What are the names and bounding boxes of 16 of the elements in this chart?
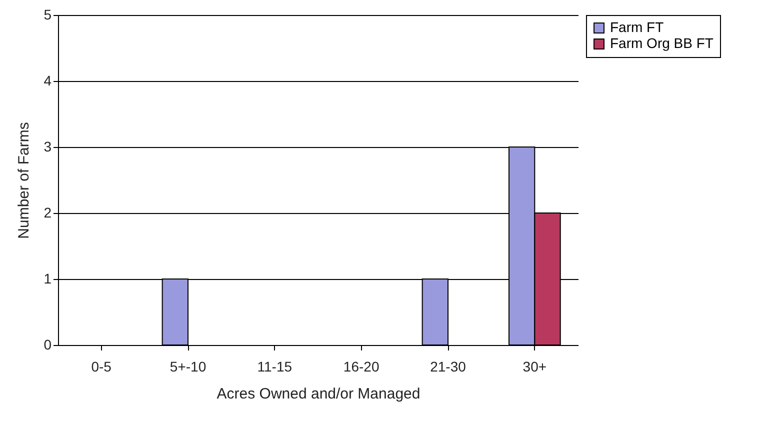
y-tick-label: 4 [44, 72, 52, 88]
y-tick-label: 3 [44, 138, 52, 154]
y-tick-label: 0 [44, 336, 52, 352]
y-tick-label: 1 [44, 270, 52, 286]
x-tick-label: 0-5 [91, 358, 112, 374]
legend-label: Farm Org BB FT [610, 35, 714, 51]
legend-label: Farm FT [610, 19, 664, 35]
x-tick-label: 16-20 [343, 358, 380, 374]
x-tick-label: 30+ [522, 358, 547, 374]
x-tick-label: 11-15 [257, 358, 292, 374]
x-axis-title: Acres Owned and/or Managed [216, 386, 420, 402]
x-tick-label: 5+-10 [170, 358, 206, 374]
y-axis-title: Number of Farms [16, 122, 33, 239]
y-tick-label: 2 [44, 204, 52, 220]
y-tick-label: 5 [44, 6, 52, 22]
x-tick-label: 21-30 [430, 358, 466, 374]
